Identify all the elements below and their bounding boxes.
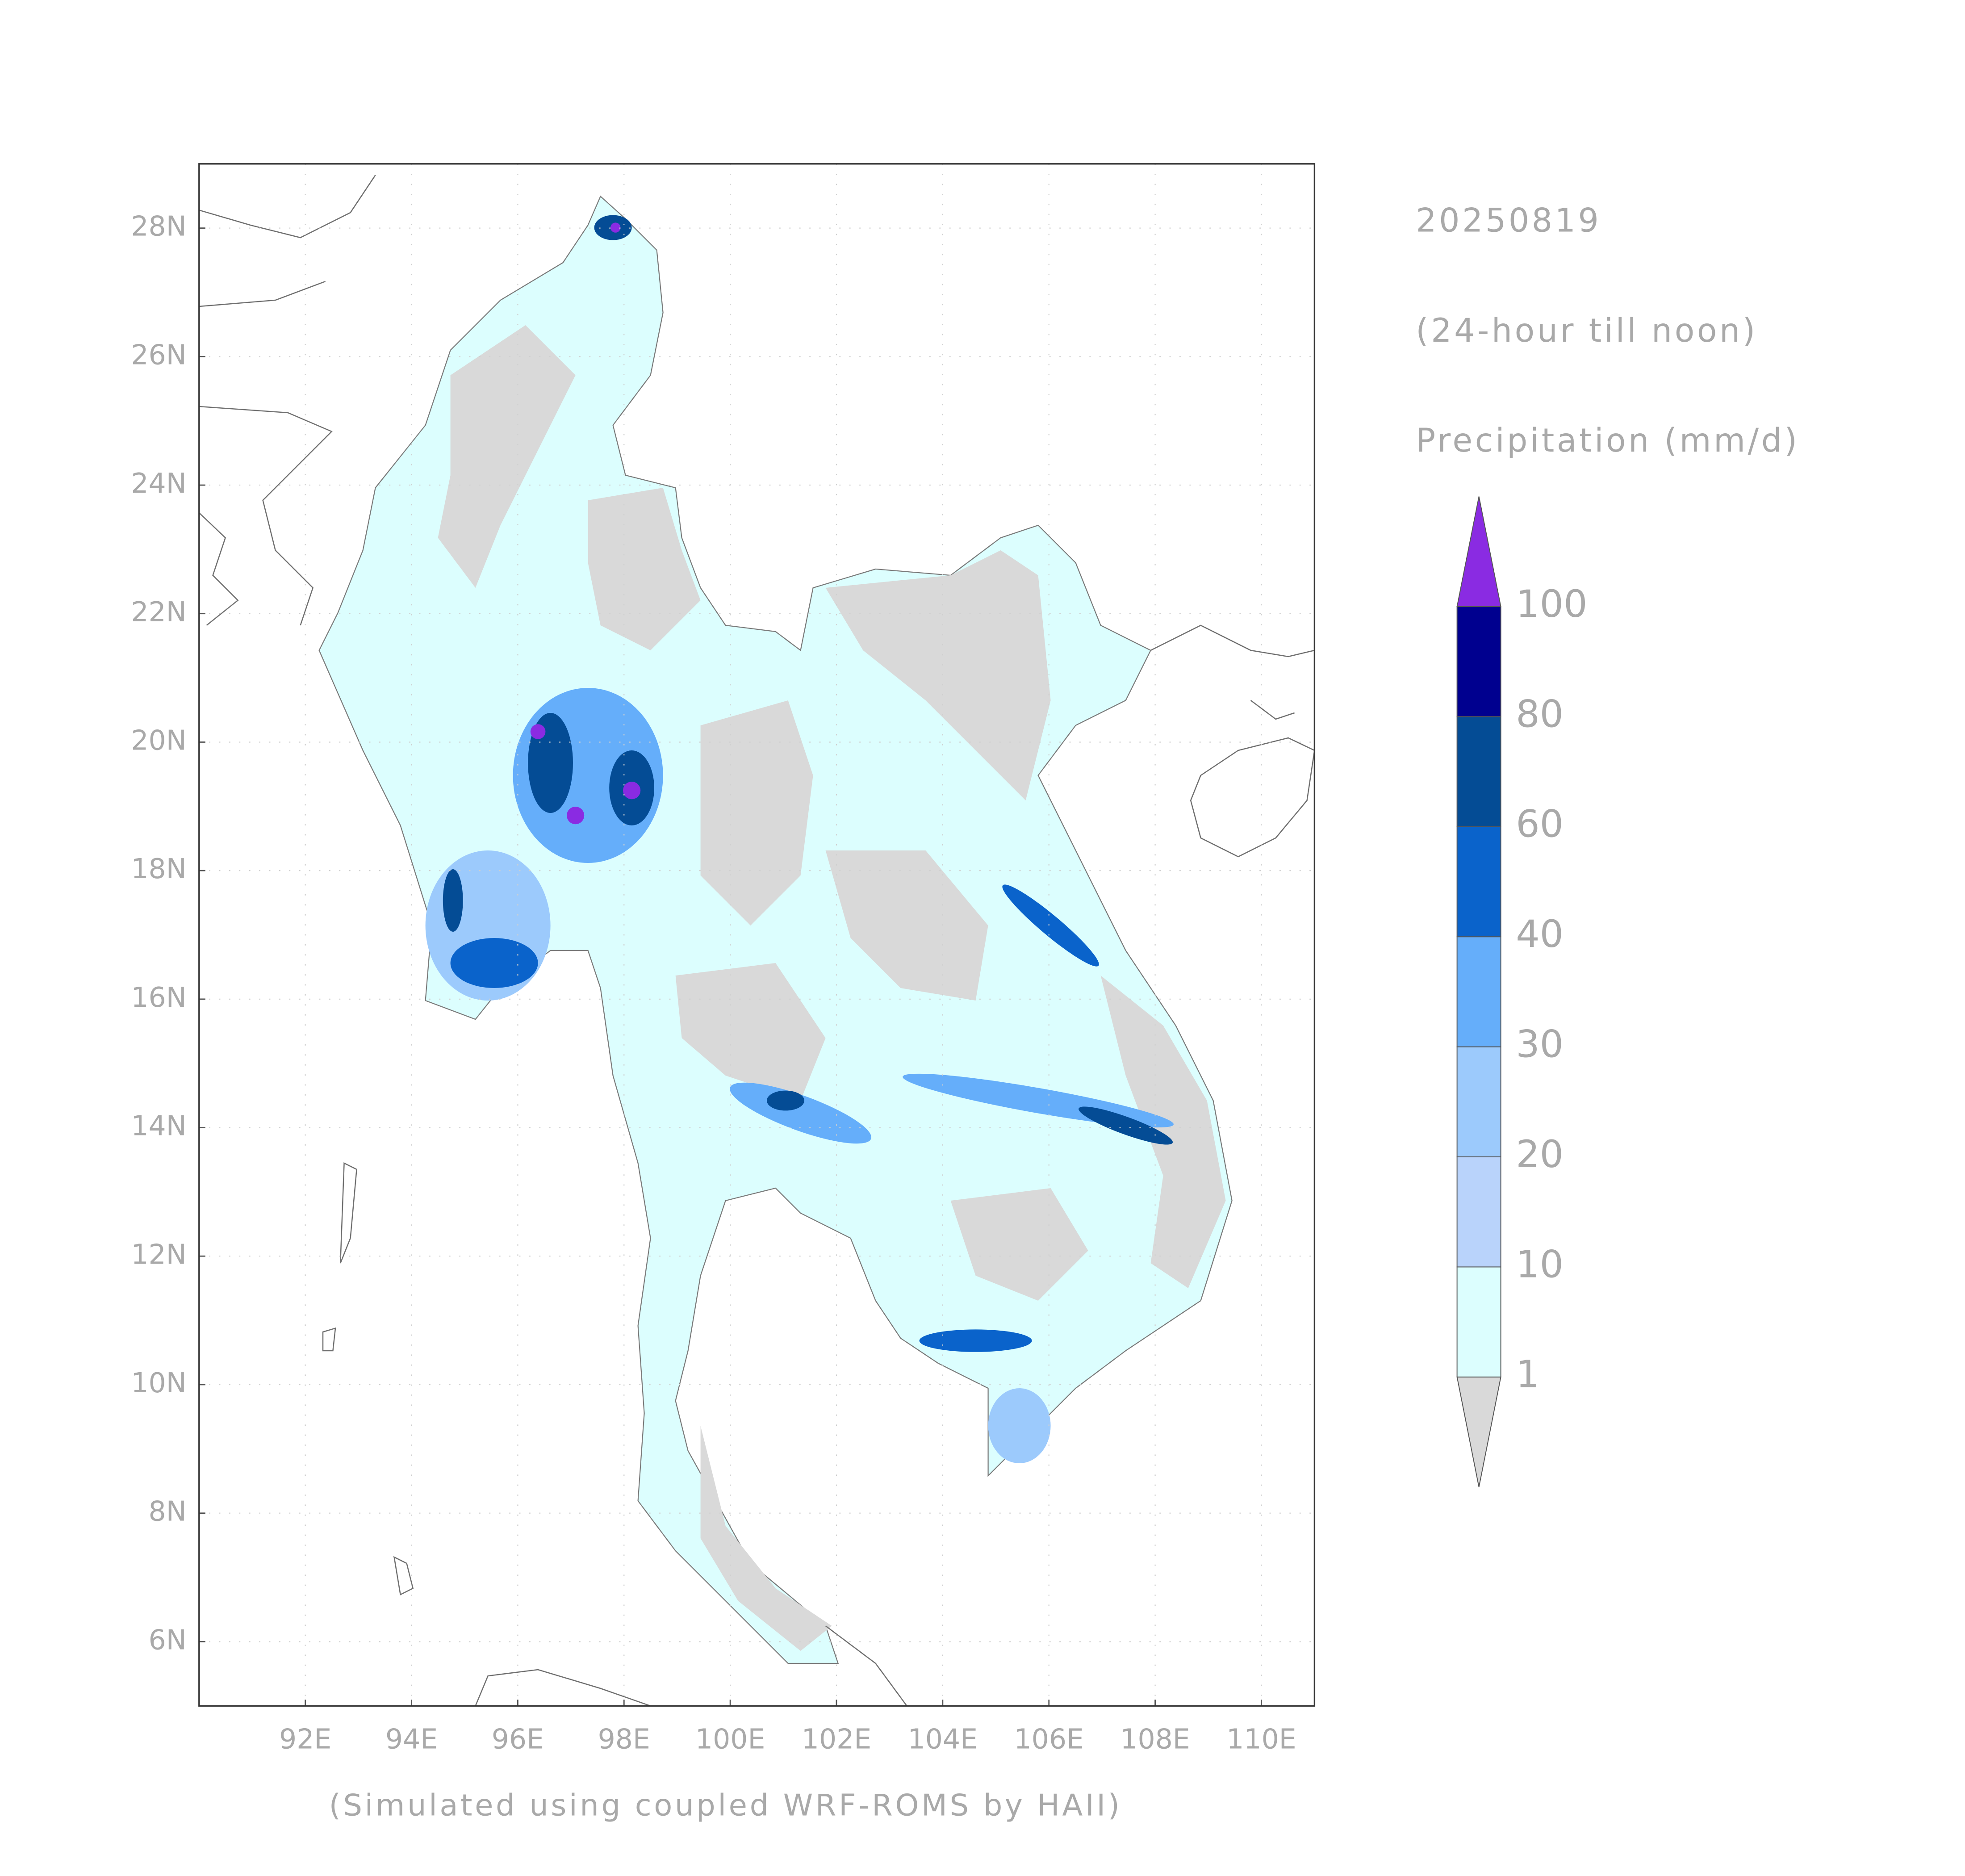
coastline bbox=[1190, 737, 1315, 858]
x-tick-label: 102E bbox=[802, 1723, 871, 1755]
footer-note: (Simulated using coupled WRF-ROMS by HAI… bbox=[329, 1788, 1122, 1823]
dry-area bbox=[700, 700, 813, 925]
rain-cell bbox=[450, 938, 538, 988]
coastline bbox=[475, 1625, 907, 1707]
x-tick-label: 94E bbox=[385, 1723, 438, 1755]
map-frame bbox=[198, 163, 1316, 1707]
coastline bbox=[1150, 624, 1315, 720]
colorbar-label: 40 bbox=[1516, 912, 1564, 956]
colorbar-label: 1 bbox=[1516, 1353, 1539, 1396]
colorbar-box bbox=[1456, 1046, 1501, 1157]
colorbar-label: 60 bbox=[1516, 802, 1564, 846]
rain-cell bbox=[567, 807, 585, 825]
y-tick-label: 24N bbox=[131, 467, 186, 499]
rain-cell bbox=[530, 724, 546, 739]
rain-cell bbox=[767, 1090, 804, 1111]
rain-cell bbox=[730, 1082, 872, 1144]
x-tick-label: 106E bbox=[1014, 1723, 1083, 1755]
colorbar-label: 30 bbox=[1516, 1022, 1564, 1066]
y-tick-label: 26N bbox=[131, 339, 186, 371]
dry-area bbox=[825, 850, 988, 1001]
y-tick-label: 14N bbox=[131, 1110, 186, 1142]
variable-label: Precipitation (mm/d) bbox=[1416, 422, 1799, 460]
colorbar-box bbox=[1456, 936, 1501, 1047]
dry-areas bbox=[438, 325, 1226, 1651]
dry-area bbox=[588, 488, 701, 650]
x-tick-label: 98E bbox=[598, 1723, 650, 1755]
y-tick-label: 12N bbox=[131, 1238, 186, 1270]
map-area bbox=[198, 175, 1315, 1707]
dry-area bbox=[950, 1188, 1088, 1301]
rain-cell bbox=[919, 1329, 1032, 1352]
rain-cell bbox=[988, 1388, 1051, 1463]
dry-area bbox=[700, 1426, 832, 1651]
rain-cell bbox=[1079, 1106, 1173, 1145]
colorbar-box bbox=[1456, 716, 1501, 827]
rain-cell bbox=[623, 782, 641, 800]
colorbar-label: 80 bbox=[1516, 692, 1564, 736]
date-label: 20250819 bbox=[1416, 201, 1601, 239]
period-label: (24-hour till noon) bbox=[1416, 312, 1758, 350]
colorbar-label: 20 bbox=[1516, 1132, 1564, 1176]
rain-cell bbox=[443, 869, 463, 932]
y-tick-label: 16N bbox=[131, 981, 186, 1013]
y-tick-label: 10N bbox=[131, 1367, 186, 1399]
colorbar-above bbox=[1456, 496, 1501, 607]
colorbar-box bbox=[1456, 826, 1501, 938]
colorbar-box bbox=[1456, 1266, 1501, 1378]
colorbar-below bbox=[1456, 1376, 1501, 1487]
rain-cell bbox=[610, 222, 621, 233]
y-tick-label: 20N bbox=[131, 724, 186, 757]
x-tick-label: 110E bbox=[1226, 1723, 1296, 1755]
y-tick-label: 6N bbox=[149, 1624, 187, 1656]
y-tick-label: 8N bbox=[149, 1495, 187, 1528]
dry-area bbox=[438, 325, 576, 588]
y-tick-label: 28N bbox=[131, 210, 186, 243]
rain-cell bbox=[1002, 884, 1099, 967]
dry-area bbox=[825, 550, 1051, 800]
colorbar-box bbox=[1456, 606, 1501, 717]
x-tick-label: 100E bbox=[695, 1723, 765, 1755]
x-tick-label: 92E bbox=[279, 1723, 331, 1755]
y-tick-label: 18N bbox=[131, 853, 186, 885]
colorbar-label: 100 bbox=[1516, 582, 1587, 626]
colorbar-box bbox=[1456, 1156, 1501, 1268]
dry-area bbox=[1100, 976, 1226, 1288]
x-tick-label: 96E bbox=[492, 1723, 544, 1755]
coastline bbox=[322, 1162, 414, 1595]
coastline bbox=[198, 175, 376, 626]
y-tick-label: 22N bbox=[131, 596, 186, 628]
colorbar-label: 10 bbox=[1516, 1242, 1564, 1286]
x-tick-label: 104E bbox=[908, 1723, 978, 1755]
rain-cells bbox=[425, 215, 1174, 1463]
dry-area bbox=[675, 963, 826, 1101]
x-tick-label: 108E bbox=[1120, 1723, 1190, 1755]
